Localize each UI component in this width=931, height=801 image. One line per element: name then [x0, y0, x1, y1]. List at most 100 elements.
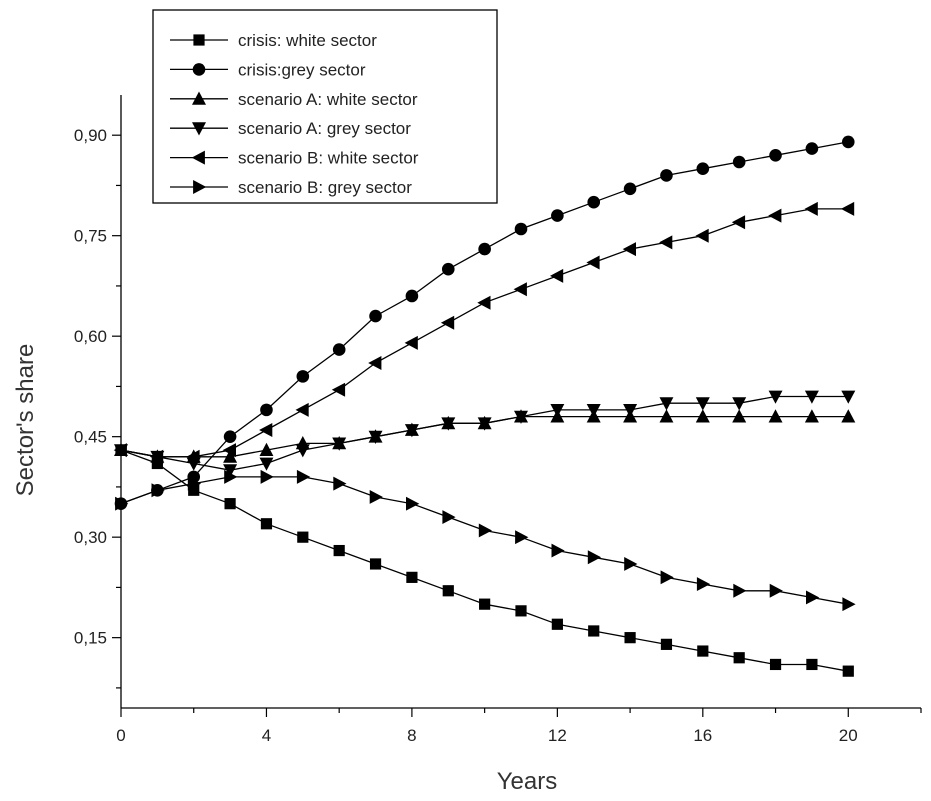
data-point [333, 476, 347, 491]
data-point [623, 404, 638, 418]
legend-marker [191, 150, 205, 165]
legend-item: scenario A: grey sector [170, 119, 411, 138]
data-point [514, 410, 528, 424]
data-point [804, 201, 818, 216]
data-point [478, 242, 491, 256]
data-point [659, 409, 674, 423]
data-point [660, 570, 674, 585]
data-point [841, 390, 856, 404]
legend-label: scenario A: white sector [238, 90, 418, 109]
y-tick-label: 0,75 [74, 227, 107, 246]
data-point [223, 449, 238, 463]
data-point [660, 169, 673, 182]
data-point [732, 409, 747, 423]
axes: 0 4 8 12 16 20 0,15 0,30 0,45 0,60 0,75 0,90 [74, 95, 922, 745]
data-point [332, 437, 347, 451]
series-line [120, 476, 849, 605]
data-point [697, 645, 709, 657]
series-1 [115, 444, 854, 677]
data-point [404, 424, 419, 438]
data-point [768, 208, 782, 223]
data-point [842, 665, 854, 677]
data-point [259, 457, 274, 471]
data-point [332, 343, 346, 356]
data-point [769, 583, 783, 598]
data-point [331, 382, 346, 397]
data-point [696, 577, 711, 591]
legend-label: crisis: white sector [238, 31, 377, 50]
data-point [406, 571, 418, 583]
data-point [260, 403, 273, 417]
x-tick-label: 20 [839, 726, 858, 745]
data-point [660, 638, 673, 650]
data-point [731, 215, 746, 230]
data-point [769, 658, 782, 671]
legend-marker [193, 180, 207, 194]
data-point [804, 409, 819, 423]
data-point [188, 484, 200, 496]
data-point [260, 469, 274, 484]
y-tick-label: 0,90 [74, 126, 107, 145]
data-point [368, 430, 383, 444]
data-point [696, 162, 710, 175]
legend-marker [192, 122, 206, 136]
data-point [260, 518, 273, 530]
data-point [551, 209, 564, 222]
data-point [113, 443, 127, 458]
data-point [369, 558, 382, 570]
data-point [586, 255, 600, 270]
data-point [587, 550, 602, 565]
legend-marker [192, 91, 206, 105]
data-point [624, 557, 638, 571]
series-6 [115, 469, 856, 612]
data-point [441, 417, 456, 431]
data-point [769, 148, 782, 162]
data-point [404, 335, 418, 350]
data-point [224, 498, 236, 510]
x-tick-label: 16 [693, 726, 712, 745]
data-point [732, 397, 747, 411]
legend-box [152, 9, 498, 204]
data-point [406, 496, 420, 511]
legend-item: scenario B: white sector [170, 149, 419, 168]
x-tick-label: 12 [548, 726, 567, 745]
x-tick-label: 8 [407, 726, 416, 745]
data-point [187, 476, 202, 491]
data-point [295, 402, 309, 417]
data-point [804, 390, 819, 404]
data-point [442, 510, 456, 524]
data-point [623, 182, 637, 196]
y-tick-label: 0,30 [74, 528, 107, 547]
data-point [514, 222, 528, 236]
data-point [368, 356, 382, 370]
data-point [733, 652, 745, 664]
data-point [733, 583, 747, 598]
data-point [551, 543, 565, 558]
data-point [732, 155, 746, 169]
series-4 [114, 390, 856, 478]
legend-item: crisis:grey sector [170, 60, 366, 79]
data-point [333, 544, 345, 557]
x-axis-title: Years [497, 768, 558, 795]
legend-item: crisis: white sector [170, 31, 377, 50]
data-point [622, 242, 636, 257]
data-point [768, 390, 783, 404]
data-point [588, 625, 600, 637]
data-point [841, 135, 855, 149]
data-point [551, 618, 563, 630]
data-point [151, 483, 165, 498]
data-point [624, 632, 636, 644]
data-point [840, 201, 855, 216]
data-point [806, 590, 820, 605]
data-point [297, 531, 309, 543]
data-point [695, 397, 710, 411]
data-point [806, 658, 818, 671]
data-point [222, 443, 236, 458]
data-point [841, 409, 856, 423]
legend-marker [193, 34, 205, 46]
data-point [515, 530, 529, 545]
series-line [120, 449, 849, 672]
data-point [259, 442, 274, 456]
data-point [550, 268, 564, 283]
